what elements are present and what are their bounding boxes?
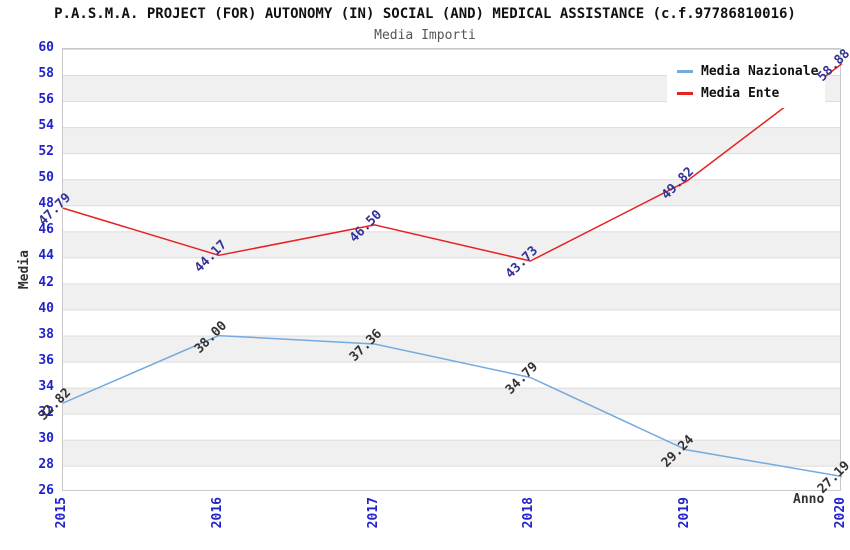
chart-title: P.A.S.M.A. PROJECT (FOR) AUTONOMY (IN) S…	[54, 6, 796, 22]
series-line-media-nazionale	[62, 334, 843, 478]
legend-label-media-nazionale: Media Nazionale	[701, 63, 819, 79]
y-tick-label: 26	[38, 483, 54, 498]
x-tick-label: 2016	[209, 497, 225, 529]
y-tick-label: 56	[38, 92, 54, 108]
y-tick-label: 46	[38, 222, 54, 238]
y-tick-label: 30	[38, 430, 54, 446]
legend-label-media-ente: Media Ente	[701, 85, 780, 101]
y-tick-label: 38	[38, 326, 54, 342]
y-tick-label: 28	[38, 456, 54, 472]
y-tick-label: 34	[38, 378, 54, 394]
legend-swatch-media-ente-icon	[677, 91, 693, 95]
plot-area	[62, 48, 843, 491]
legend-item-media-nazionale: Media Nazionale	[677, 60, 825, 82]
x-tick-label: 2017	[365, 497, 381, 529]
x-tick-label: 2019	[677, 497, 693, 529]
series-line-media-ente	[62, 63, 843, 262]
x-tick-label: 2018	[521, 497, 537, 529]
y-tick-label: 42	[38, 274, 54, 290]
y-tick-label: 52	[38, 144, 54, 160]
y-tick-label: 44	[38, 248, 54, 264]
y-tick-label: 40	[38, 300, 54, 316]
y-tick-label: 36	[38, 352, 54, 368]
y-tick-label: 48	[38, 196, 54, 212]
y-tick-label: 54	[38, 118, 54, 134]
series-lines-svg	[62, 63, 843, 478]
legend-swatch-media-nazionale-icon	[677, 69, 693, 73]
x-tick-label: 2015	[54, 497, 69, 529]
y-tick-label: 32	[38, 404, 54, 420]
y-tick-label: 58	[38, 66, 54, 82]
y-tick-label: 50	[38, 170, 54, 186]
legend-item-media-ente: Media Ente	[677, 82, 825, 104]
x-tick-label: 2020	[833, 497, 848, 529]
chart-subtitle: Media Importi	[374, 28, 476, 43]
legend: Media Nazionale Media Ente	[667, 56, 825, 108]
y-tick-label: 60	[38, 40, 54, 55]
x-axis-title: Anno	[793, 492, 825, 507]
